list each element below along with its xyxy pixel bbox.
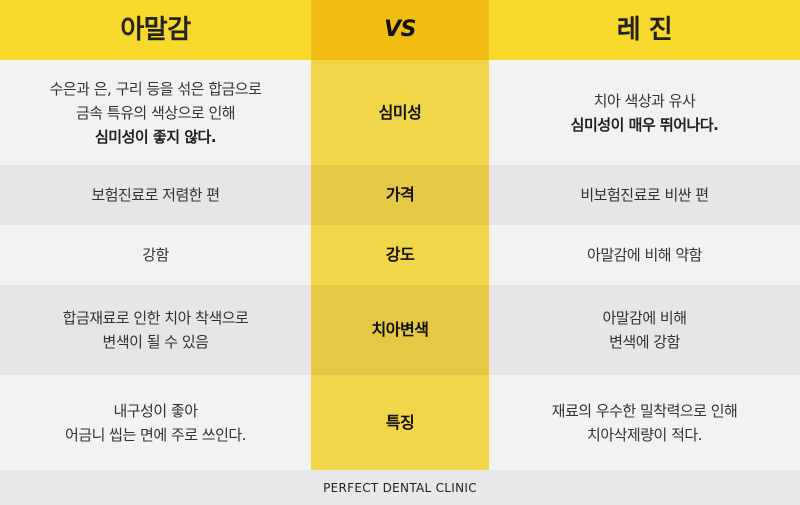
row-label-strength: 강도 (311, 225, 489, 285)
row-strength-resin: 아말감에 비해 약함 (489, 225, 800, 285)
footer-clinic-name: PERFECT DENTAL CLINIC (0, 470, 800, 505)
header-amalgam: 아말감 (0, 0, 311, 60)
text-line: 아말감에 비해 (602, 309, 687, 327)
text-line: 치아 색상과 유사 (593, 91, 696, 110)
row-price-resin: 비보험진료로 비싼 편 (489, 165, 800, 225)
row-aesthetics-resin: 치아 색상과 유사 심미성이 매우 뛰어나다. (489, 60, 800, 165)
text-line: 재료의 우수한 밀착력으로 인해 (551, 401, 738, 420)
text-line: 어금니 씹는 면에 주로 쓰인다. (65, 425, 246, 444)
text-line: 심미성이 좋지 않다. (94, 127, 217, 146)
row-aesthetics-amalgam: 수은과 은, 구리 등을 섞은 합금으로 금속 특유의 색상으로 인해 심미성이… (0, 60, 311, 165)
text-line: 치아삭제량이 적다. (587, 425, 702, 444)
text-line: 변색에 강함 (609, 333, 680, 351)
row-discoloration-amalgam: 합금재료로 인한 치아 착색으로 변색이 될 수 있음 (0, 285, 311, 375)
row-label-aesthetics: 심미성 (311, 60, 489, 165)
text-line: 금속 특유의 색상으로 인해 (75, 103, 236, 122)
text-line: 강함 (142, 246, 169, 264)
comparison-table: 아말감 VS 레 진 수은과 은, 구리 등을 섞은 합금으로 금속 특유의 색… (0, 0, 800, 470)
text-line: 심미성이 매우 뛰어나다. (570, 115, 719, 134)
text-line: 수은과 은, 구리 등을 섞은 합금으로 (49, 79, 262, 98)
text-line: 내구성이 좋아 (113, 401, 198, 420)
row-label-price: 가격 (311, 165, 489, 225)
header-vs: VS (311, 0, 489, 60)
text-line: 아말감에 비해 약함 (587, 246, 702, 264)
text-line: 합금재료로 인한 치아 착색으로 (62, 309, 249, 327)
text-line: 비보험진료로 비싼 편 (580, 186, 709, 204)
row-strength-amalgam: 강함 (0, 225, 311, 285)
row-price-amalgam: 보험진료로 저렴한 편 (0, 165, 311, 225)
header-resin: 레 진 (489, 0, 800, 60)
row-label-discoloration: 치아변색 (311, 285, 489, 375)
text-line: 보험진료로 저렴한 편 (91, 186, 220, 204)
row-features-resin: 재료의 우수한 밀착력으로 인해 치아삭제량이 적다. (489, 375, 800, 470)
row-label-features: 특징 (311, 375, 489, 470)
row-discoloration-resin: 아말감에 비해 변색에 강함 (489, 285, 800, 375)
text-line: 변색이 될 수 있음 (102, 333, 209, 351)
row-features-amalgam: 내구성이 좋아 어금니 씹는 면에 주로 쓰인다. (0, 375, 311, 470)
